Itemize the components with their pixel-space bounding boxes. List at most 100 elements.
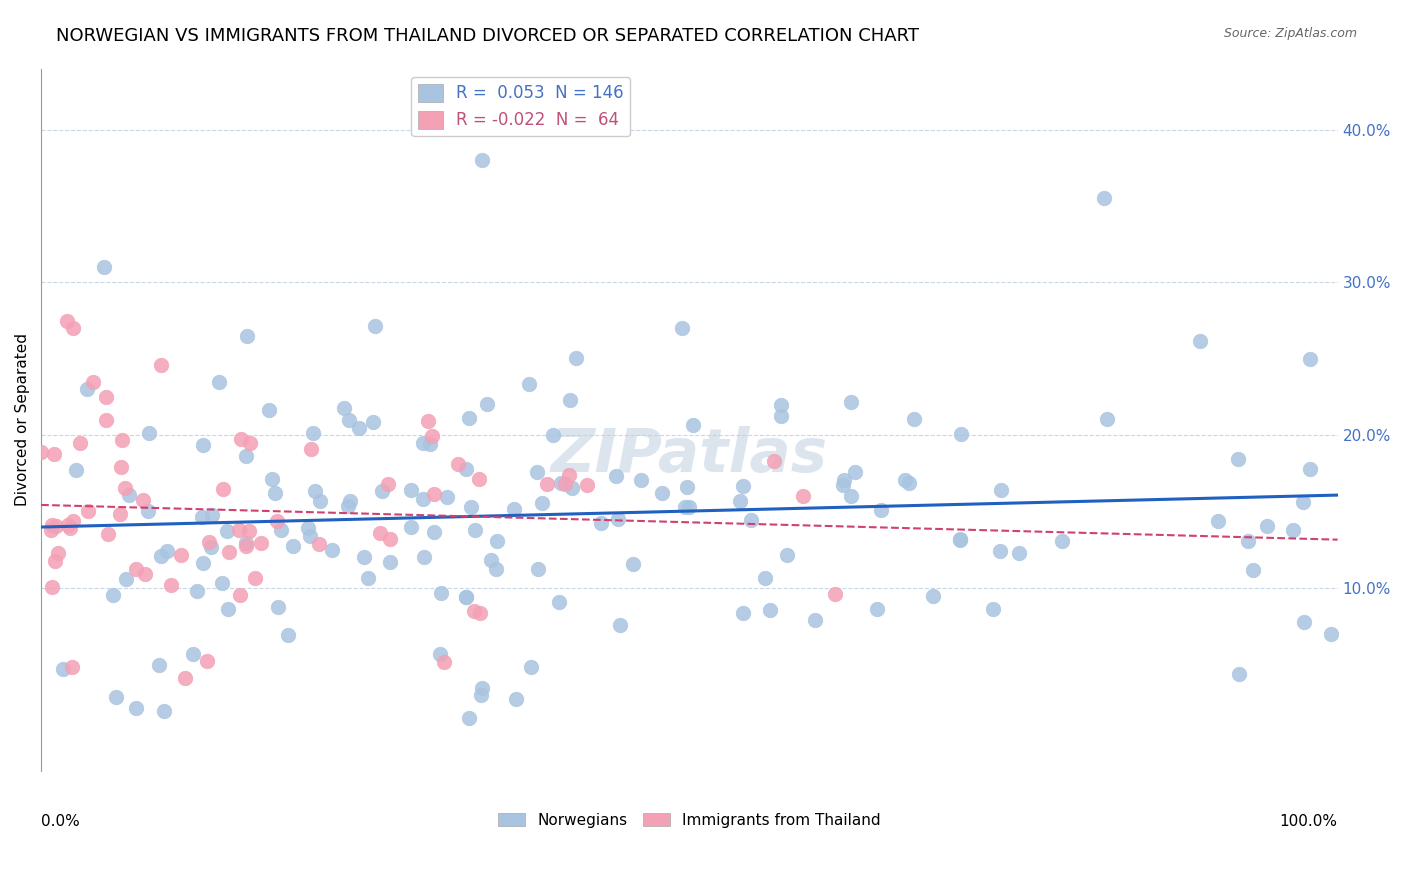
Point [148,657,170,672]
Point [138,426,160,441]
Point [673,500,696,514]
Point [262,472,284,486]
Point [110,507,132,521]
Point [76,382,98,396]
Point [401,520,423,534]
Point [870,503,893,517]
Point [470,688,492,702]
Point [502,501,524,516]
Point [560,481,582,495]
Point [536,477,558,491]
Point [526,465,548,479]
Point [118,488,141,502]
Point [484,562,506,576]
Point [235,539,257,553]
Point [378,532,401,546]
Point [630,473,652,487]
Point [235,449,257,463]
Point [565,351,588,365]
Point [832,473,855,487]
Point [218,545,240,559]
Point [894,473,917,487]
Point [353,550,375,565]
Point [464,523,486,537]
Point [309,493,332,508]
Point [239,435,262,450]
Point [228,588,250,602]
Point [606,512,628,526]
Point [416,414,439,428]
Point [447,457,470,471]
Point [740,513,762,527]
Point [114,572,136,586]
Point [170,548,193,562]
Point [769,409,792,423]
Text: Source: ZipAtlas.com: Source: ZipAtlas.com [1223,27,1357,40]
Point [1092,191,1115,205]
Point [898,476,921,491]
Point [236,329,259,343]
Point [1281,523,1303,537]
Point [364,318,387,333]
Point [217,602,239,616]
Point [181,648,204,662]
Point [377,477,399,491]
Point [69,435,91,450]
Point [298,529,321,543]
Point [77,504,100,518]
Point [105,690,128,704]
Point [211,576,233,591]
Point [399,483,422,498]
Point [44,554,66,568]
Point [430,586,453,600]
Point [505,692,527,706]
Point [110,459,132,474]
Text: 0.0%: 0.0% [41,814,80,829]
Point [1320,627,1343,641]
Point [520,660,543,674]
Point [264,486,287,500]
Point [266,514,288,528]
Point [378,555,401,569]
Point [297,521,319,535]
Point [527,562,550,576]
Point [621,557,644,571]
Point [759,602,782,616]
Point [558,468,581,483]
Point [475,397,498,411]
Point [467,473,489,487]
Point [42,447,65,461]
Point [41,580,63,594]
Point [486,533,509,548]
Point [62,660,84,674]
Point [62,514,84,528]
Point [1095,412,1118,426]
Point [156,544,179,558]
Point [1050,534,1073,549]
Point [160,578,183,592]
Point [97,527,120,541]
Point [950,427,973,442]
Point [136,504,159,518]
Point [412,435,434,450]
Point [456,590,478,604]
Point [93,260,115,274]
Point [267,600,290,615]
Point [304,483,326,498]
Point [844,465,866,479]
Text: 100.0%: 100.0% [1279,814,1337,829]
Point [191,509,214,524]
Point [733,479,755,493]
Point [682,418,704,433]
Point [471,681,494,695]
Point [468,606,491,620]
Point [412,549,434,564]
Point [125,562,148,576]
Point [948,533,970,548]
Point [1256,519,1278,533]
Point [730,494,752,508]
Point [308,537,330,551]
Point [191,556,214,570]
Point [195,654,218,668]
Point [550,476,572,491]
